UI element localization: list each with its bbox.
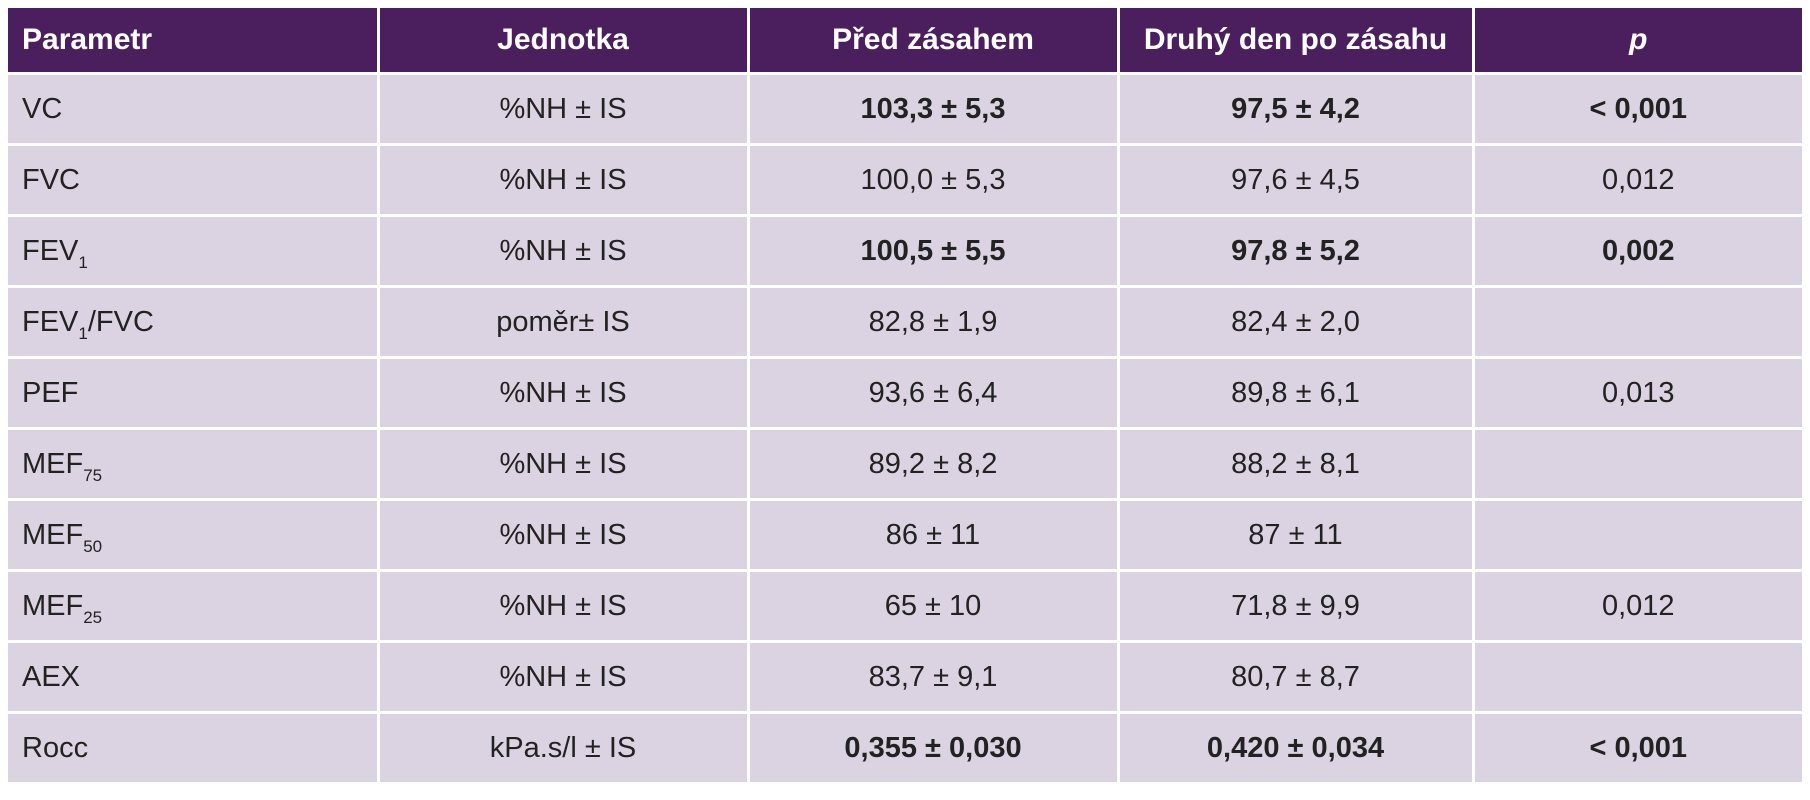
cell-druhy-den: 0,420 ± 0,034 — [1118, 711, 1475, 782]
cell-jednotka: %NH ± IS — [378, 569, 750, 642]
cell-parametr: Rocc — [8, 711, 380, 782]
cell-p-value: 0,012 — [1473, 569, 1802, 642]
parametr-subscript: 50 — [83, 536, 103, 556]
parametr-subscript: 1 — [78, 252, 88, 272]
cell-p-value: 0,013 — [1473, 356, 1802, 429]
cell-jednotka: %NH ± IS — [378, 427, 750, 500]
table-row: Rocc kPa.s/l ± IS 0,355 ± 0,030 0,420 ± 0,0… — [8, 711, 1802, 782]
table-body: VC %NH ± IS 103,3 ± 5,3 97,5 ± 4,2 < 0,001 FV… — [8, 72, 1802, 782]
table-row: AEX %NH ± IS 83,7 ± 9,1 80,7 ± 8,7 — [8, 640, 1802, 713]
cell-parametr: PEF — [8, 356, 380, 429]
cell-pred-zasahem: 86 ± 11 — [748, 498, 1120, 571]
parametr-name: FVC — [22, 163, 80, 196]
cell-druhy-den: 80,7 ± 8,7 — [1118, 640, 1475, 713]
header-parametr: Parametr — [8, 8, 380, 74]
parametr-name: MEF — [22, 589, 84, 622]
cell-p-value: 0,012 — [1473, 143, 1802, 216]
cell-p-value — [1473, 640, 1802, 713]
cell-parametr: MEF75 — [8, 427, 380, 500]
cell-pred-zasahem: 100,0 ± 5,3 — [748, 143, 1120, 216]
cell-jednotka: %NH ± IS — [378, 214, 750, 287]
cell-parametr: FEV1 — [8, 214, 380, 287]
parametr-subscript: 1 — [78, 323, 88, 343]
cell-druhy-den: 97,5 ± 4,2 — [1118, 72, 1475, 145]
cell-parametr: FVC — [8, 143, 380, 216]
cell-jednotka: %NH ± IS — [378, 640, 750, 713]
cell-parametr: MEF25 — [8, 569, 380, 642]
cell-pred-zasahem: 100,5 ± 5,5 — [748, 214, 1120, 287]
cell-p-value — [1473, 427, 1802, 500]
cell-druhy-den: 88,2 ± 8,1 — [1118, 427, 1475, 500]
cell-pred-zasahem: 103,3 ± 5,3 — [748, 72, 1120, 145]
cell-druhy-den: 97,8 ± 5,2 — [1118, 214, 1475, 287]
table-row: FVC %NH ± IS 100,0 ± 5,3 97,6 ± 4,5 0,012 — [8, 143, 1802, 216]
cell-pred-zasahem: 82,8 ± 1,9 — [748, 285, 1120, 358]
parametr-suffix: /FVC — [87, 305, 154, 338]
table-row: FEV1 %NH ± IS 100,5 ± 5,5 97,8 ± 5,2 0,002 — [8, 214, 1802, 287]
parametr-name: MEF — [22, 447, 84, 480]
cell-p-value — [1473, 285, 1802, 358]
cell-pred-zasahem: 89,2 ± 8,2 — [748, 427, 1120, 500]
parametr-name: PEF — [22, 376, 79, 409]
cell-druhy-den: 82,4 ± 2,0 — [1118, 285, 1475, 358]
cell-jednotka: %NH ± IS — [378, 356, 750, 429]
parametr-subscript: 75 — [83, 465, 103, 485]
parametr-name: Rocc — [22, 731, 89, 764]
cell-pred-zasahem: 65 ± 10 — [748, 569, 1120, 642]
cell-parametr: AEX — [8, 640, 380, 713]
cell-druhy-den: 97,6 ± 4,5 — [1118, 143, 1475, 216]
cell-p-value: < 0,001 — [1473, 72, 1802, 145]
results-table: Parametr Jednotka Před zásahem Druhý den… — [8, 8, 1802, 782]
table-row: MEF75 %NH ± IS 89,2 ± 8,2 88,2 ± 8,1 — [8, 427, 1802, 500]
table-row: MEF50 %NH ± IS 86 ± 11 87 ± 11 — [8, 498, 1802, 571]
cell-pred-zasahem: 0,355 ± 0,030 — [748, 711, 1120, 782]
parametr-subscript: 25 — [83, 607, 103, 627]
header-jednotka: Jednotka — [378, 8, 750, 74]
cell-parametr: MEF50 — [8, 498, 380, 571]
table-row: PEF %NH ± IS 93,6 ± 6,4 89,8 ± 6,1 0,013 — [8, 356, 1802, 429]
results-table-container: Parametr Jednotka Před zásahem Druhý den… — [8, 8, 1802, 782]
cell-parametr: VC — [8, 72, 380, 145]
header-p: p — [1473, 8, 1802, 74]
header-druhy-den: Druhý den po zásahu — [1118, 8, 1475, 74]
cell-druhy-den: 87 ± 11 — [1118, 498, 1475, 571]
header-pred-zasahem: Před zásahem — [748, 8, 1120, 74]
cell-jednotka: %NH ± IS — [378, 143, 750, 216]
table-row: VC %NH ± IS 103,3 ± 5,3 97,5 ± 4,2 < 0,001 — [8, 72, 1802, 145]
cell-p-value: < 0,001 — [1473, 711, 1802, 782]
cell-p-value: 0,002 — [1473, 214, 1802, 287]
cell-pred-zasahem: 93,6 ± 6,4 — [748, 356, 1120, 429]
cell-druhy-den: 71,8 ± 9,9 — [1118, 569, 1475, 642]
table-row: FEV1/FVC poměr± IS 82,8 ± 1,9 82,4 ± 2,0 — [8, 285, 1802, 358]
cell-parametr: FEV1/FVC — [8, 285, 380, 358]
table-header-row: Parametr Jednotka Před zásahem Druhý den… — [8, 8, 1802, 74]
parametr-name: MEF — [22, 518, 84, 551]
cell-jednotka: poměr± IS — [378, 285, 750, 358]
cell-jednotka: %NH ± IS — [378, 72, 750, 145]
parametr-name: FEV — [22, 234, 79, 267]
table-row: MEF25 %NH ± IS 65 ± 10 71,8 ± 9,9 0,012 — [8, 569, 1802, 642]
cell-pred-zasahem: 83,7 ± 9,1 — [748, 640, 1120, 713]
cell-jednotka: %NH ± IS — [378, 498, 750, 571]
parametr-name: FEV — [22, 305, 79, 338]
parametr-name: VC — [22, 92, 63, 125]
cell-p-value — [1473, 498, 1802, 571]
cell-jednotka: kPa.s/l ± IS — [378, 711, 750, 782]
cell-druhy-den: 89,8 ± 6,1 — [1118, 356, 1475, 429]
parametr-name: AEX — [22, 660, 81, 693]
